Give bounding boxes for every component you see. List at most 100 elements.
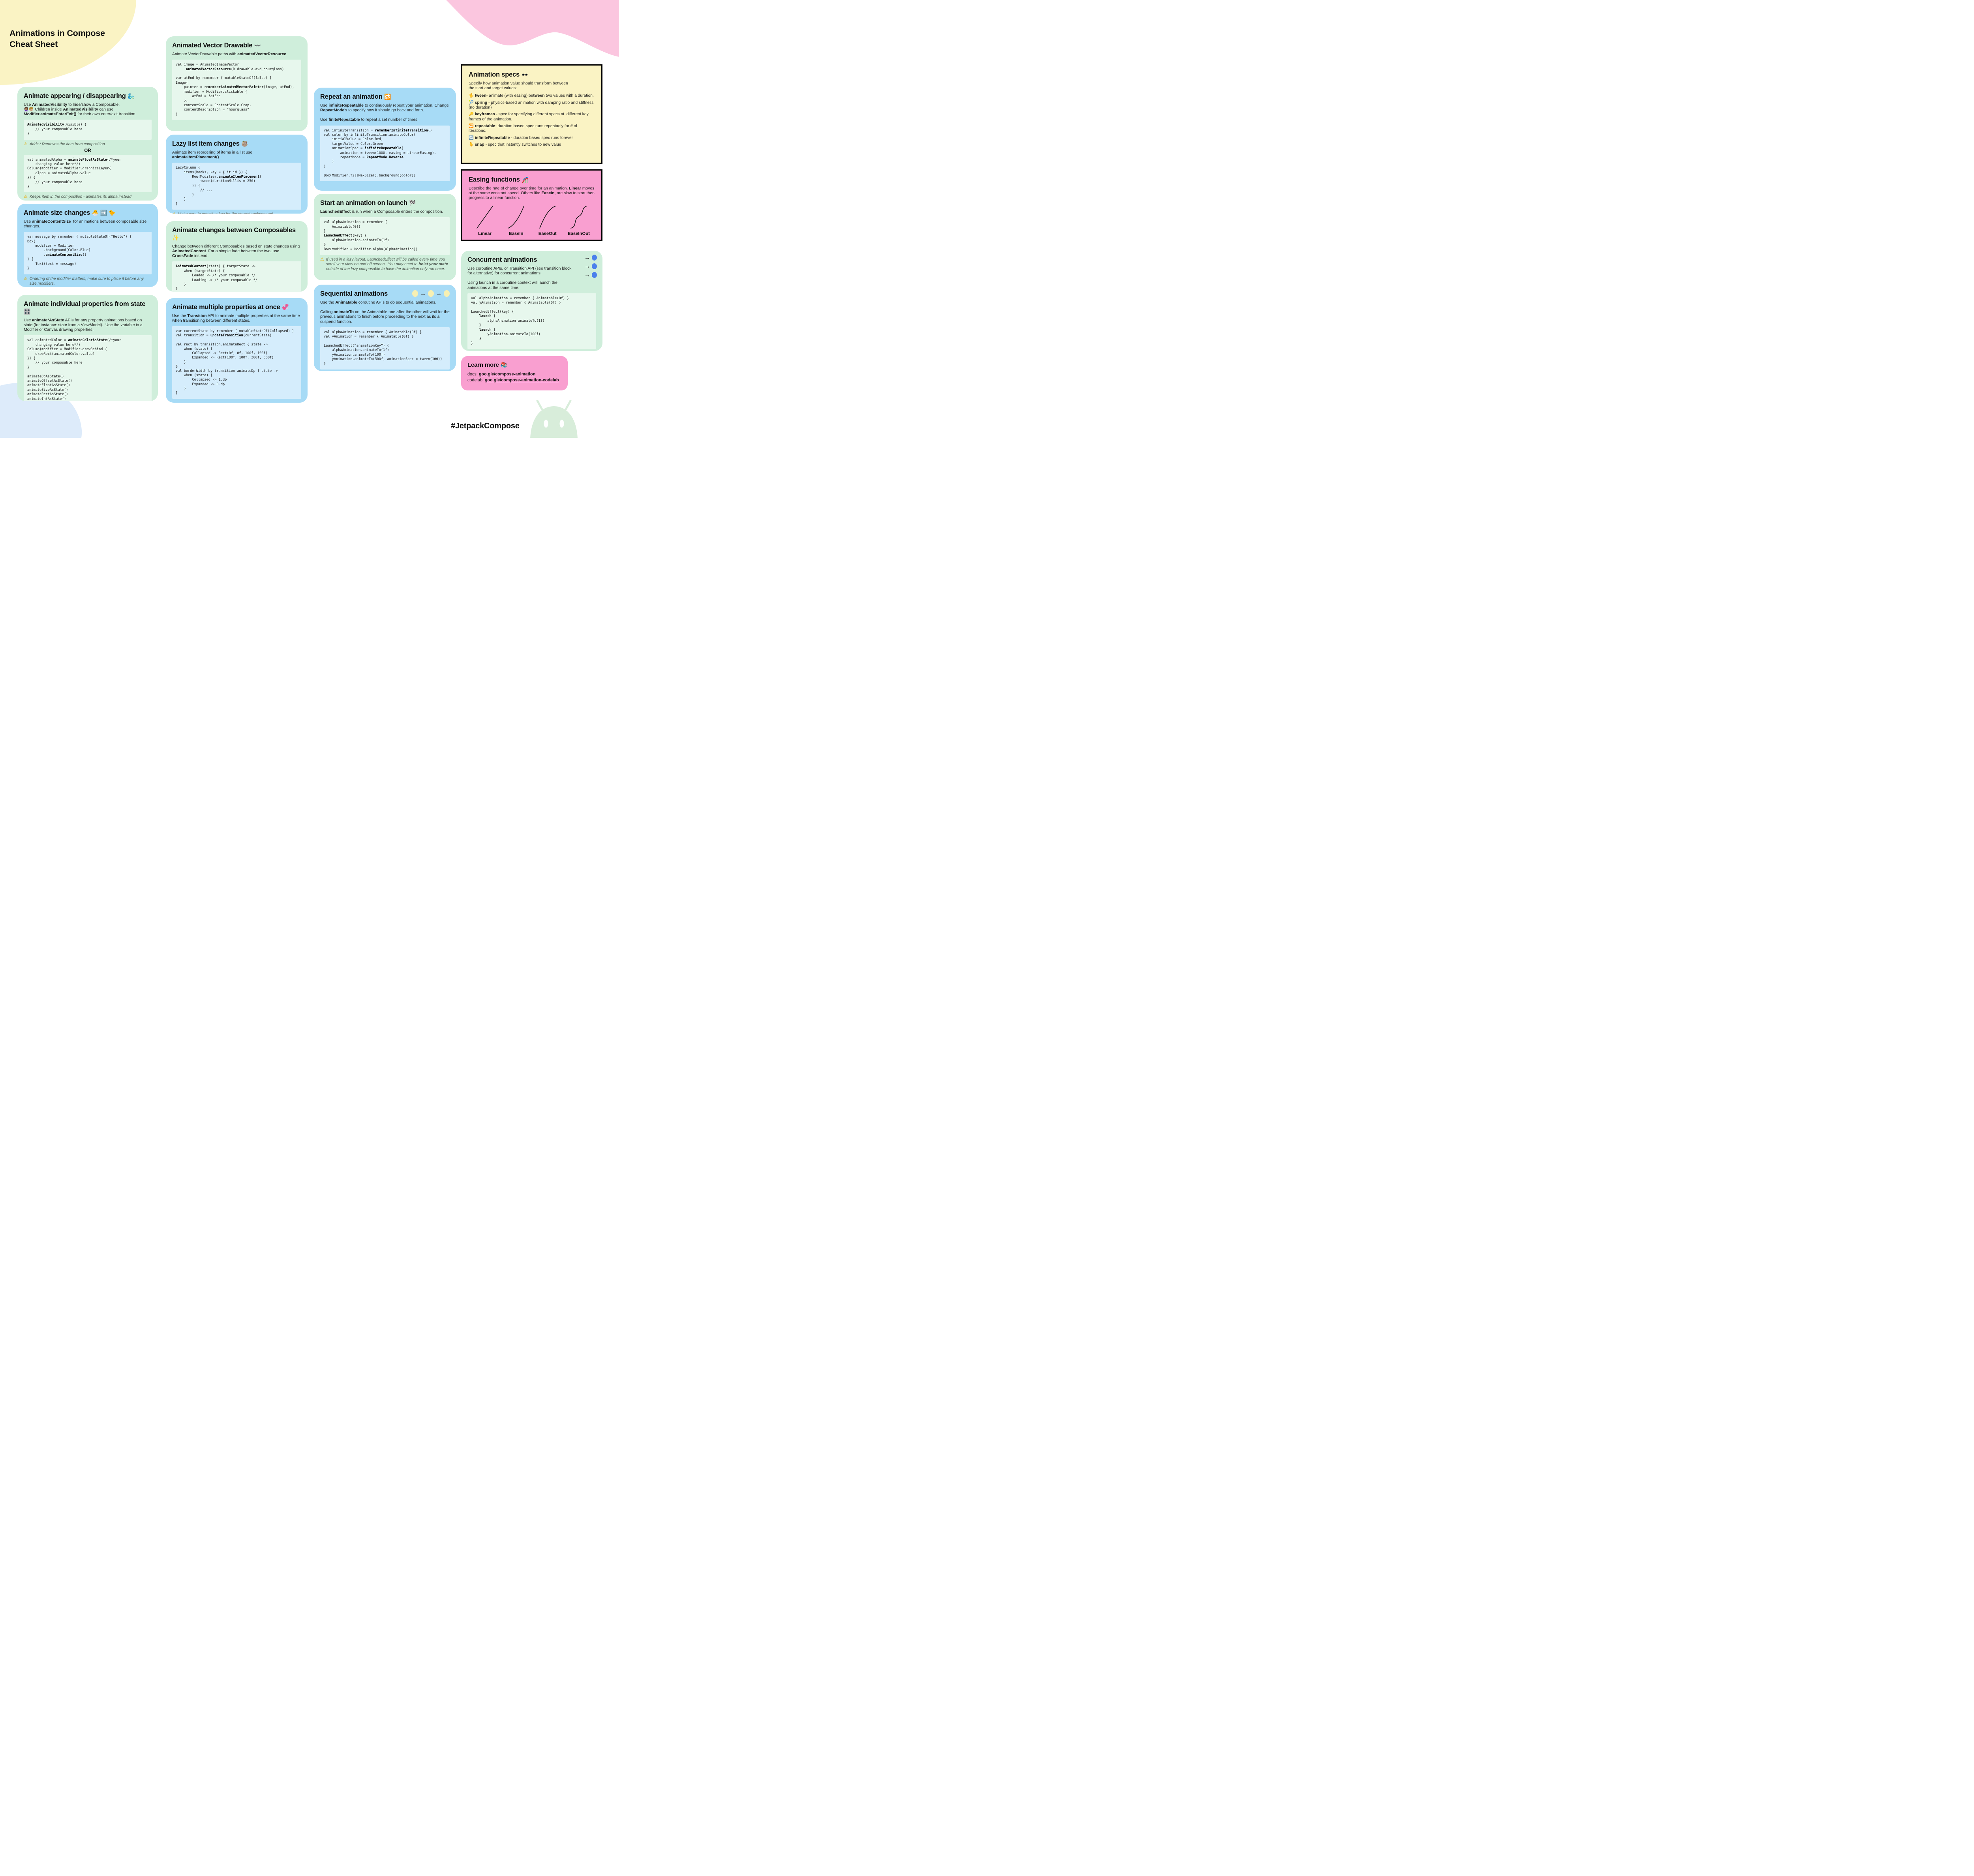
code-block: LazyColumn { items(books, key = { it.id …: [172, 163, 301, 210]
warning-icon: ⚠: [24, 141, 28, 146]
card-title: Sequential animations: [320, 290, 450, 298]
code-block: val alphaAnimation = remember { Animatab…: [467, 293, 596, 349]
warning-text: Keeps item in the composition - animates…: [29, 195, 131, 199]
yellow-dot-icon: [412, 290, 418, 297]
yellow-dot-icon: [444, 290, 450, 297]
easing-curve-ease-in-out: EaseInOut: [565, 204, 593, 236]
codelab-link[interactable]: goo.gle/compose-animation-codelab: [484, 378, 559, 383]
curve-label: EaseOut: [538, 231, 557, 236]
blue-dot-icon: [592, 272, 597, 278]
ease-out-curve-icon: [539, 206, 556, 229]
card-learn-more: Learn more 📚 docs: goo.gle/compose-anima…: [461, 356, 568, 390]
spec-bullet-repeatable: 🔁 repeatable- duration based spec runs r…: [469, 124, 578, 133]
card-title-text: Animate changes between Composables: [172, 227, 296, 234]
card-body: Use AnimatedVisibility to hide/show a Co…: [24, 102, 137, 117]
warning-text: If used in a lazy layout, LaunchedEffect…: [326, 257, 449, 271]
warning-text: Make sure to specify a key for the corre…: [178, 212, 274, 214]
docs-line: docs: goo.gle/compose-animation: [467, 372, 561, 377]
yellow-dot-icon: [428, 290, 434, 297]
card-title-text: Lazy list item changes: [172, 140, 240, 147]
card-title-text: Animated Vector Drawable: [172, 42, 253, 49]
card-animation-specs: Animation specs 🕶️ Specify how animation…: [461, 64, 602, 164]
sequential-dots-decoration: → →: [412, 290, 450, 297]
card-title: Animated Vector Drawable 〰️: [172, 42, 301, 49]
arrow-right-icon: →: [584, 272, 590, 278]
curve-label: EaseInOut: [568, 231, 590, 236]
card-title: Animate individual properties from state…: [24, 300, 152, 315]
code-block: AnimatedVisibility(visible) { // your co…: [24, 120, 152, 140]
card-body: Use infiniteRepeatable to continuously r…: [320, 103, 450, 122]
card-lazy-list-item-changes: Lazy list item changes 🦥 Animate item re…: [166, 135, 308, 214]
card-body: LaunchedEffect is run when a Composable …: [320, 209, 443, 214]
card-title-text: Start an animation on launch: [320, 199, 407, 206]
card-title-text: Repeat an animation: [320, 93, 383, 100]
arrow-right-icon: →: [436, 290, 442, 297]
arrow-dot-row: →: [584, 272, 597, 278]
warning-icon: ⚠: [320, 257, 324, 262]
card-body: Animate item reordering of items in a li…: [172, 150, 254, 160]
sparkles-icon: ✨: [172, 234, 179, 241]
curve-label: Linear: [478, 231, 492, 236]
arrow-dot-row: →: [584, 255, 597, 261]
warning-icon: ⚠: [24, 276, 28, 281]
card-body: Specify how animation value should trans…: [469, 81, 568, 91]
wavy-dash-icon: 〰️: [254, 42, 261, 49]
blue-dot-icon: [592, 255, 597, 261]
spec-bullet-tween: 🖖 tween- animate (with easing) between t…: [469, 94, 594, 98]
easing-curve-ease-out: EaseOut: [534, 204, 561, 236]
card-animate-multiple-properties: Animate multiple properties at once 💞 Us…: [166, 298, 308, 403]
card-title: Animation specs 🕶️: [469, 71, 595, 79]
code-block: val animatedAlpha = animateFloatAsState(…: [24, 154, 152, 193]
ease-in-out-curve-icon: [570, 206, 587, 229]
code-block: var currentState by remember { mutableSt…: [172, 326, 301, 399]
card-body: Change between different Composables bas…: [172, 244, 301, 259]
card-title: Animate appearing / disappearing 🧞‍♂️: [24, 92, 152, 100]
arrow-right-icon: →: [584, 254, 590, 261]
code-block: val alphaAnimation = remember { Animatab…: [320, 217, 450, 255]
card-concurrent-animations: → → → Concurrent animations Use coroutin…: [461, 251, 602, 351]
control-knobs-icon: 🎛️: [24, 308, 31, 315]
card-start-animation-on-launch: Start an animation on launch 🏁 LaunchedE…: [314, 194, 456, 280]
or-label: OR: [84, 148, 91, 153]
chick-arrow-chick-icon: 🐣 ➡️ 🐤: [92, 210, 115, 216]
card-title: Concurrent animations: [467, 256, 566, 264]
card-sequential-animations: → → Sequential animations Use the Animat…: [314, 285, 456, 371]
code-block: val image = AnimatedImageVector .animate…: [172, 60, 301, 120]
card-title: Learn more 📚: [467, 362, 561, 368]
revolving-hearts-icon: 💞: [281, 304, 289, 310]
card-title: Animate multiple properties at once 💞: [172, 304, 301, 311]
warning-icon: ⚠: [172, 212, 176, 214]
cheat-sheet-page: Animations in Compose Cheat Sheet Animat…: [0, 0, 619, 438]
card-title-text: Animate size changes: [24, 209, 90, 216]
warning-note: ⚠ Ordering of the modifier matters, make …: [24, 276, 152, 286]
card-title: Repeat an animation 🔁: [320, 93, 450, 101]
codelab-label: codelab:: [467, 378, 485, 383]
linear-curve-icon: [477, 206, 493, 229]
card-title: Start an animation on launch 🏁: [320, 199, 450, 207]
spec-bullet-spring: 🎾 spring - physics-based animation with …: [469, 100, 595, 110]
card-title: Animate size changes 🐣 ➡️ 🐤: [24, 209, 152, 217]
code-block: val alphaAnimation = remember { Animatab…: [320, 327, 450, 370]
docs-link[interactable]: goo.gle/compose-animation: [478, 372, 536, 377]
spec-bullet-snap: 🫰 snap - spec that instantly switches to…: [469, 143, 561, 147]
repeat-icon: 🔁: [384, 94, 391, 100]
card-body: Use the Animatable coroutine APIs to do …: [320, 300, 451, 324]
card-title-text: Animate individual properties from state: [24, 300, 146, 308]
warning-note: ⚠Make sure to specify a key for the corr…: [172, 212, 301, 214]
easing-curves: Linear EaseIn EaseOut EaseInOut: [469, 204, 595, 236]
code-block: var message by remember { mutableStateOf…: [24, 232, 152, 274]
card-body: Animate VectorDrawable paths with animat…: [172, 52, 287, 56]
pink-blob-decoration: [446, 0, 619, 57]
card-body: Use animateContentSize for animations be…: [24, 219, 148, 229]
sunglasses-icon: 🕶️: [521, 71, 528, 78]
warning-note: ⚠ Keeps item in the composition - animate…: [24, 195, 152, 199]
card-repeat-an-animation: Repeat an animation 🔁 Use infiniteRepeat…: [314, 88, 456, 191]
card-body: Use the Transition API to animate multip…: [172, 313, 301, 323]
card-title-text: Animation specs: [469, 71, 520, 78]
card-title-text: Animate appearing / disappearing: [24, 92, 126, 99]
easing-curve-linear: Linear: [471, 204, 499, 236]
checkered-flag-icon: 🏁: [409, 200, 416, 206]
warning-note: ⚠ If used in a lazy layout, LaunchedEffec…: [320, 257, 450, 272]
arrow-dot-row: →: [584, 263, 597, 269]
warning-icon: ⚠: [24, 194, 28, 199]
